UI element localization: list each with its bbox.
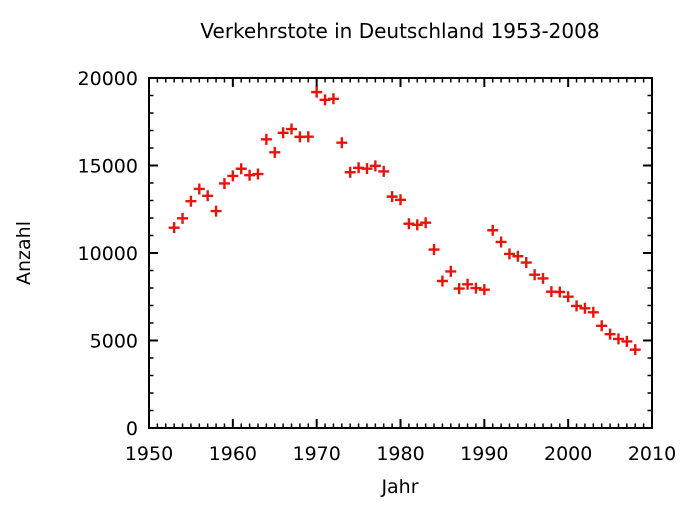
y-tick-label: 15000 [78, 156, 138, 178]
y-tick-label: 0 [126, 418, 138, 440]
data-point-marker [621, 335, 633, 347]
data-point-marker [420, 217, 432, 229]
x-tick-label: 1950 [125, 443, 173, 465]
data-points [168, 86, 641, 356]
data-point-marker [596, 320, 608, 332]
data-point-marker [554, 286, 566, 298]
data-point-marker [202, 190, 214, 202]
data-point-marker [277, 127, 289, 139]
data-point-marker [361, 163, 373, 175]
data-point-marker [395, 194, 406, 206]
chart-title: Verkehrstote in Deutschland 1953-2008 [200, 19, 599, 43]
data-point-marker [336, 137, 348, 149]
data-point-marker [411, 219, 423, 231]
x-tick-label: 2010 [628, 443, 676, 465]
data-point-marker [193, 183, 205, 195]
data-point-marker [445, 265, 457, 277]
data-point-marker [235, 163, 247, 175]
axis-tick-labels: 1950 1960 1970 1980 1990 2000 2010 0 5000 10000 15… [78, 68, 677, 465]
data-point-marker [562, 291, 574, 303]
data-point-marker [344, 166, 356, 178]
data-point-marker [579, 302, 591, 314]
data-point-marker [462, 278, 474, 290]
data-point-marker [168, 222, 180, 234]
y-tick-label: 10000 [78, 243, 138, 265]
data-point-marker [453, 283, 465, 295]
data-point-marker [604, 328, 616, 340]
data-point-marker [369, 160, 381, 172]
data-point-marker [252, 168, 264, 180]
data-point-marker [302, 131, 314, 143]
data-point-marker [571, 300, 583, 312]
data-point-marker [286, 123, 298, 135]
data-point-marker [587, 306, 599, 318]
data-point-marker [537, 272, 549, 284]
data-point-marker [487, 224, 499, 236]
x-tick-label: 1990 [460, 443, 508, 465]
data-point-marker [503, 248, 515, 260]
data-point-marker [218, 177, 230, 189]
x-tick-label: 1960 [209, 443, 257, 465]
data-point-marker [495, 236, 507, 248]
x-tick-label: 1980 [376, 443, 424, 465]
data-point-marker [260, 133, 272, 145]
data-point-marker [436, 275, 448, 287]
y-axis-label: Anzahl [13, 221, 35, 285]
data-point-marker [428, 244, 440, 256]
data-point-marker [478, 284, 490, 296]
data-point-marker [629, 344, 641, 356]
data-point-marker [470, 282, 482, 294]
data-point-marker [386, 191, 398, 203]
y-tick-label: 20000 [78, 68, 138, 90]
y-tick-label: 5000 [90, 331, 138, 353]
x-tick-label: 1970 [292, 443, 340, 465]
data-point-marker [612, 333, 624, 345]
data-point-marker [185, 195, 197, 207]
data-point-marker [227, 170, 239, 182]
data-point-marker [520, 257, 532, 269]
x-tick-label: 2000 [544, 443, 592, 465]
data-point-marker [529, 269, 541, 281]
data-point-marker [269, 146, 281, 158]
data-point-marker [177, 212, 189, 224]
data-point-marker [311, 86, 323, 98]
data-point-marker [512, 250, 524, 262]
data-point-marker [378, 165, 390, 177]
axis-ticks [148, 77, 653, 429]
x-axis-label: Jahr [380, 476, 418, 498]
data-point-marker [210, 205, 222, 217]
data-point-marker [327, 93, 339, 105]
plot-frame [148, 77, 653, 429]
